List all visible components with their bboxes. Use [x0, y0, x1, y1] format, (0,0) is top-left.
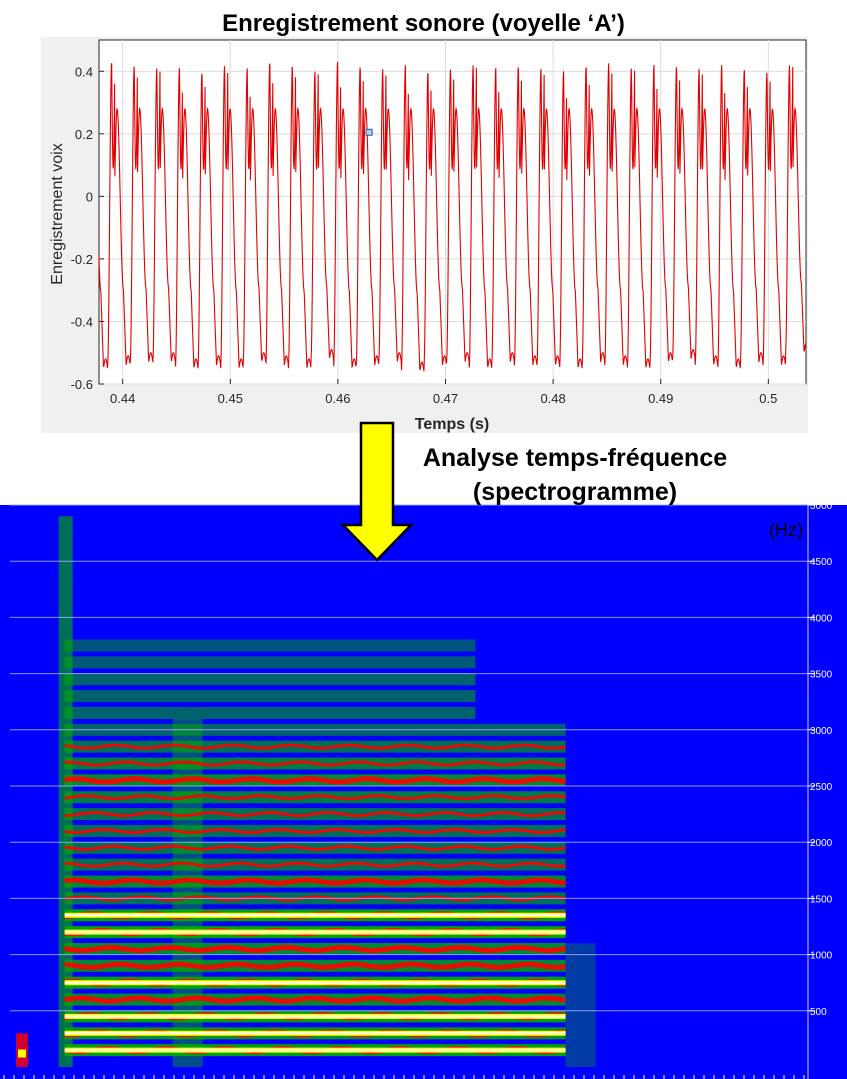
frequency-unit-label: (Hz): [769, 520, 803, 540]
frequency-tick-label: 1000: [810, 951, 833, 962]
waveform-title: Enregistrement sonore (voyelle ‘A’): [222, 10, 625, 37]
waveform-x-tick-label: 0.48: [540, 391, 565, 406]
waveform-y-tick-label: -0.4: [71, 314, 93, 329]
harmonic-band-core: [64, 794, 566, 801]
spectrogram-harmonic-bands: [16, 516, 596, 1067]
frequency-tick-label: 4000: [810, 613, 833, 624]
waveform-x-axis-label: Temps (s): [415, 416, 489, 433]
harmonic-band-core: [64, 895, 566, 902]
analysis-title-line2: (spectrogramme): [472, 478, 678, 506]
frequency-tick-label: 4500: [810, 557, 833, 568]
spectrogram-figure: 500100015002000250030003500400045005000 …: [0, 501, 847, 1079]
harmonic-band-halo: [64, 639, 476, 652]
harmonic-band-core: [64, 944, 567, 954]
harmonic-band-core: [64, 961, 566, 970]
frequency-ticks: 500 1000 1500 2000 2500 3000 3500 4000 4500 5000: [808, 501, 833, 1018]
frequency-tick-label: 2000: [810, 838, 833, 849]
analysis-arrow-shape: [340, 421, 414, 562]
harmonic-band-core: [64, 844, 566, 851]
waveform-y-tick-label: 0.2: [75, 127, 93, 142]
waveform-x-tick-label: 0.5: [759, 391, 777, 406]
waveform-axes: [98, 39, 807, 385]
waveform-grid: [99, 40, 806, 385]
harmonic-band-core: [64, 827, 566, 835]
waveform-y-tick-label: -0.2: [71, 252, 93, 267]
spectrogram-grid: [10, 504, 808, 1012]
harmonic-band-max: [64, 981, 566, 984]
harmonic-band-core: [64, 776, 566, 785]
harmonic-band-max: [64, 914, 566, 917]
waveform-ticks: 0.44 0.45 0.46 0.47 0.48 0.49 0.5 -0.6 -0.4 -0.2 0…: [71, 64, 778, 406]
harmonic-band-halo: [64, 673, 476, 686]
harmonic-band-core: [64, 861, 566, 868]
harmonic-band-core: [64, 760, 566, 767]
frequency-tick-label: 3000: [810, 726, 833, 737]
harmonic-band-max: [64, 931, 566, 934]
waveform-y-tick-label: 0.4: [75, 64, 93, 79]
harmonic-band-core: [64, 811, 566, 818]
waveform-y-axis-label: Enregistrement voix: [49, 143, 66, 284]
waveform-figure: 0.44 0.45 0.46 0.47 0.48 0.49 0.5 -0.6 -0.4 -0.2 0…: [41, 37, 808, 433]
harmonic-band-max: [64, 1015, 566, 1018]
time-axis-ticks: [3, 1075, 805, 1079]
harmonic-band-halo: [64, 706, 476, 719]
waveform-line: [98, 61, 807, 372]
analysis-title-line1: Analyse temps-fréquence: [422, 444, 728, 472]
frequency-tick-label: 500: [810, 1007, 827, 1018]
harmonic-band-halo: [64, 656, 476, 669]
down-arrow-icon: [340, 421, 414, 562]
harmonic-band-core: [64, 877, 566, 886]
waveform-y-tick-label: -0.6: [71, 377, 93, 392]
frequency-tick-label: 5000: [810, 501, 833, 512]
frequency-tick-label: 1500: [810, 894, 833, 905]
harmonic-band-halo: [64, 841, 566, 854]
waveform-x-tick-label: 0.47: [433, 391, 458, 406]
harmonic-band-halo: [64, 690, 476, 703]
harmonic-band-max: [64, 1032, 566, 1035]
frequency-axis-strip: [808, 505, 847, 1079]
waveform-x-tick-label: 0.44: [110, 391, 135, 406]
waveform-x-tick-label: 0.49: [648, 391, 673, 406]
harmonic-band-max: [64, 1049, 566, 1052]
harmonic-band-core: [64, 995, 567, 1004]
waveform-y-tick-label: 0: [86, 189, 93, 204]
decay-tail: [565, 943, 596, 1067]
frequency-tick-label: 3500: [810, 670, 833, 681]
waveform-x-tick-label: 0.46: [325, 391, 350, 406]
data-cursor-marker[interactable]: [365, 128, 373, 136]
pre-voicing-peak: [18, 1049, 26, 1058]
harmonic-band-core: [64, 743, 566, 750]
frequency-tick-label: 2500: [810, 782, 833, 793]
waveform-x-tick-label: 0.45: [218, 391, 243, 406]
